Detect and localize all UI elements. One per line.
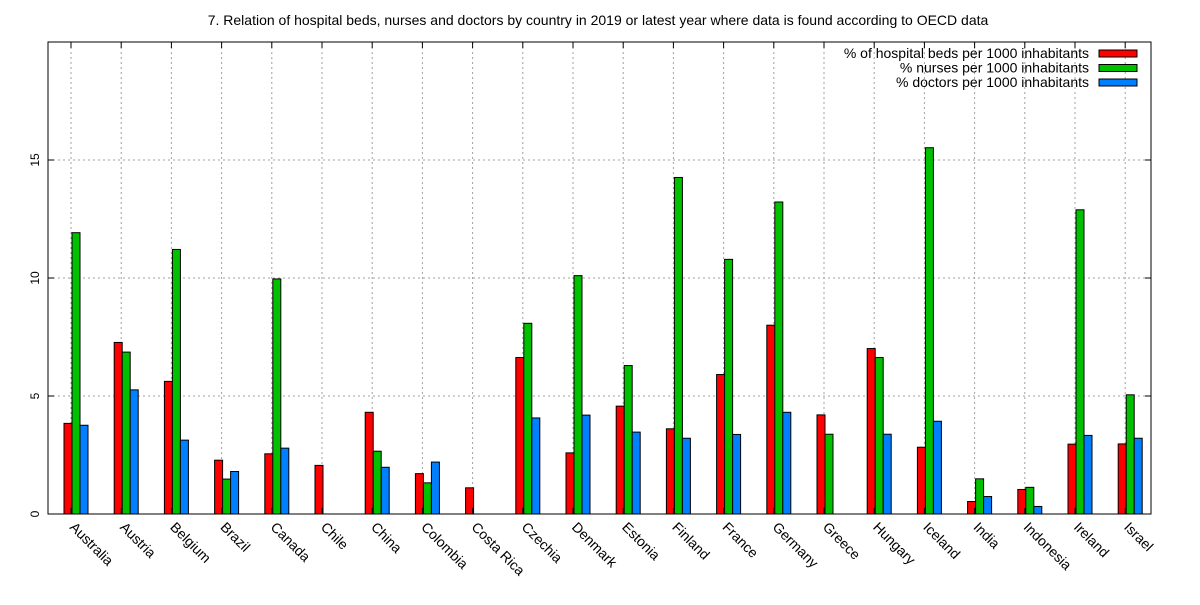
bar: [1033, 505, 1043, 515]
bar: [1117, 443, 1127, 515]
bar: [774, 201, 784, 515]
legend-swatch: [1098, 49, 1138, 58]
bar: [179, 439, 189, 515]
bar: [665, 428, 675, 515]
x-category-label: Estonia: [619, 519, 663, 563]
bar: [523, 322, 533, 515]
bar: [565, 452, 575, 515]
x-category-label: Israel: [1121, 519, 1157, 555]
bar: [121, 351, 131, 515]
bar: [1025, 486, 1035, 515]
y-tick-label: 10: [28, 271, 42, 285]
x-category-label: Germany: [770, 519, 822, 571]
bar: [230, 471, 240, 515]
bar: [63, 422, 73, 515]
bar: [1067, 443, 1077, 515]
x-category-label: Denmark: [569, 519, 621, 571]
x-category-label: Brazil: [217, 519, 253, 555]
bar: [766, 324, 776, 515]
legend: % of hospital beds per 1000 inhabitants%…: [844, 45, 1138, 90]
chart-title: 7. Relation of hospital beds, nurses and…: [208, 12, 989, 28]
bar: [615, 405, 625, 515]
bar: [975, 478, 985, 515]
bar: [824, 433, 834, 515]
bar: [1125, 394, 1135, 515]
bar: [874, 357, 884, 515]
x-category-label: Australia: [67, 519, 117, 569]
bar: [515, 357, 525, 515]
bar: [531, 417, 541, 515]
bar: [113, 341, 123, 515]
y-tick-label: 15: [28, 153, 42, 167]
bar: [983, 496, 993, 515]
bar: [866, 348, 876, 515]
bar: [214, 459, 224, 515]
x-category-label: Finland: [669, 519, 713, 563]
x-category-label: Hungary: [870, 519, 919, 568]
bar: [724, 258, 734, 515]
x-category-label: France: [719, 519, 761, 561]
x-category-label: Canada: [268, 519, 314, 565]
x-category-label: Austria: [117, 519, 159, 561]
y-tick-label: 5: [28, 392, 42, 399]
bar: [280, 447, 290, 515]
x-category-label: Iceland: [920, 519, 963, 562]
x-category-label: Ireland: [1071, 519, 1113, 561]
x-category-label: Indonesia: [1021, 519, 1075, 573]
x-category-label: Chile: [318, 519, 352, 553]
bar: [631, 431, 641, 515]
bar: [222, 478, 232, 515]
bar: [581, 414, 591, 515]
bar: [924, 147, 934, 515]
bar: [1133, 437, 1143, 515]
bar: [129, 389, 139, 515]
bar: [716, 374, 726, 515]
legend-swatch: [1098, 78, 1138, 87]
bar: [1083, 434, 1093, 515]
x-category-label: Czechia: [519, 519, 566, 566]
bar: [816, 414, 826, 515]
bar: [916, 446, 926, 515]
bar: [414, 473, 424, 515]
bar: [380, 466, 390, 515]
x-category-label: Greece: [820, 519, 864, 563]
bar: [932, 420, 942, 515]
bar: [573, 275, 583, 515]
x-category-label: Colombia: [418, 519, 471, 572]
bar: [673, 176, 683, 515]
bar: [71, 232, 81, 515]
x-category-label: Costa Rica: [468, 519, 528, 579]
bar: [372, 450, 382, 515]
bar: [171, 248, 181, 515]
legend-label: % doctors per 1000 inhabitants: [896, 74, 1089, 90]
x-category-label: Belgium: [167, 519, 214, 566]
bar: [264, 453, 274, 515]
bar: [79, 424, 89, 515]
bar: [422, 482, 432, 515]
legend-label: % of hospital beds per 1000 inhabitants: [844, 45, 1089, 61]
bar: [681, 437, 691, 515]
legend-label: % nurses per 1000 inhabitants: [900, 60, 1089, 76]
x-category-label: China: [368, 519, 405, 556]
legend-swatch: [1098, 64, 1138, 72]
bar: [314, 464, 324, 515]
grid-lines: [48, 42, 1151, 514]
bar: [732, 433, 742, 515]
bar: [430, 461, 440, 515]
bar: [882, 433, 892, 515]
bars: [63, 147, 1143, 515]
bar: [623, 365, 633, 515]
bar: [364, 411, 374, 515]
bar: [163, 380, 173, 515]
bar: [272, 278, 282, 515]
bar: [1075, 209, 1085, 515]
x-category-label: India: [970, 519, 1003, 552]
bar: [782, 411, 792, 515]
y-tick-label: 0: [28, 510, 42, 517]
